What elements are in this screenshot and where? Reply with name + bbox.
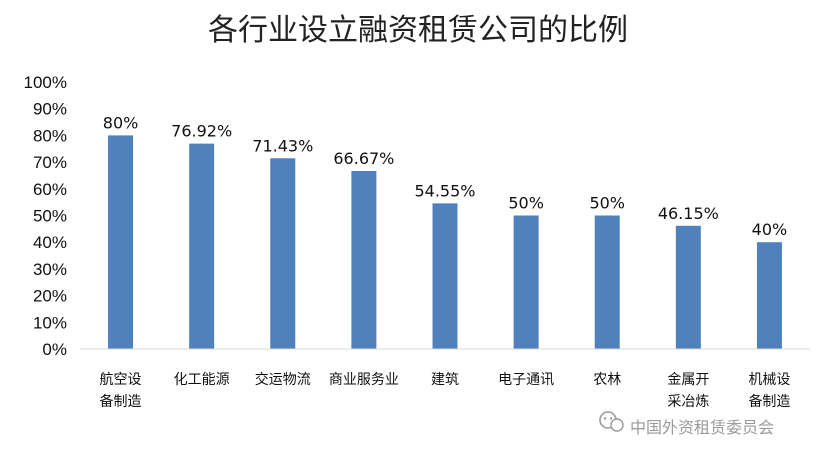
x-tick-label: 机械设备制造 — [748, 372, 790, 410]
y-tick-label: 100% — [24, 73, 67, 92]
data-label: 54.55% — [414, 181, 475, 200]
y-tick-label: 90% — [33, 100, 67, 119]
bar — [270, 158, 296, 349]
x-tick-label: 电子通讯 — [498, 372, 554, 388]
x-tick-label: 航空设备制造 — [100, 372, 142, 410]
data-label: 50% — [589, 194, 625, 213]
x-tick-label-line: 采冶炼 — [667, 394, 709, 410]
x-tick-label: 交运物流 — [255, 371, 311, 388]
x-tick-label: 农林 — [593, 372, 621, 388]
bar — [513, 215, 539, 349]
data-label: 40% — [752, 220, 788, 239]
x-tick-label-line: 备制造 — [748, 393, 790, 410]
x-tick-label: 商业服务业 — [329, 372, 399, 388]
y-tick-label: 80% — [33, 126, 67, 145]
y-tick-label: 50% — [33, 207, 67, 226]
x-tick-label-line: 建筑 — [431, 372, 459, 388]
x-tick-label-line: 金属开 — [667, 372, 709, 388]
x-tick-label-line: 备制造 — [100, 393, 142, 410]
y-tick-label: 60% — [33, 180, 67, 199]
bar — [756, 242, 782, 349]
bar — [351, 170, 377, 349]
y-tick-label: 70% — [33, 153, 67, 172]
data-label: 50% — [508, 194, 544, 213]
x-tick-label: 化工能源 — [174, 372, 230, 388]
y-tick-label: 40% — [33, 233, 67, 252]
x-tick-label-line: 机械设 — [748, 372, 790, 388]
x-tick-label: 金属开采冶炼 — [667, 372, 709, 410]
bars-group — [108, 135, 782, 349]
data-label: 46.15% — [658, 204, 719, 223]
bar — [594, 215, 620, 349]
x-axis-labels: 航空设备制造 化工能源 交运物流 商业服务业 建筑 电子通讯 农林 金属开采冶炼 机械设备制造 — [100, 371, 791, 410]
y-axis-ticks: 0% 10% 20% 30% 40% 50% 60% 70% 80% 90% 100% — [24, 73, 67, 359]
bar — [189, 143, 215, 349]
data-label: 80% — [103, 113, 139, 132]
x-tick-label-line: 交运物流 — [255, 371, 311, 388]
x-tick-label-line: 商业服务业 — [329, 372, 399, 388]
x-tick-label-line: 化工能源 — [174, 372, 230, 388]
y-tick-label: 0% — [42, 340, 67, 359]
watermark-text: 中国外资租赁委员会 — [630, 418, 774, 437]
bar — [432, 203, 458, 349]
bar — [675, 225, 701, 349]
x-tick-label-line: 农林 — [593, 372, 621, 388]
data-labels-group: 80% 76.92% 71.43% 66.67% 54.55% 50% 50% 46.15% 4… — [103, 113, 787, 239]
wechat-icon — [599, 411, 624, 432]
bar — [108, 135, 134, 349]
y-tick-label: 10% — [33, 313, 67, 332]
data-label: 71.43% — [252, 136, 313, 155]
y-tick-label: 20% — [33, 287, 67, 306]
x-tick-label-line: 航空设 — [100, 372, 142, 388]
data-label: 66.67% — [333, 149, 394, 168]
y-tick-label: 30% — [33, 260, 67, 279]
x-tick-label: 建筑 — [431, 372, 459, 388]
data-label: 76.92% — [171, 122, 232, 141]
chart-title: 各行业设立融资租赁公司的比例 — [208, 13, 628, 48]
watermark: 中国外资租赁委员会 — [599, 411, 774, 437]
x-tick-label-line: 电子通讯 — [498, 372, 554, 388]
